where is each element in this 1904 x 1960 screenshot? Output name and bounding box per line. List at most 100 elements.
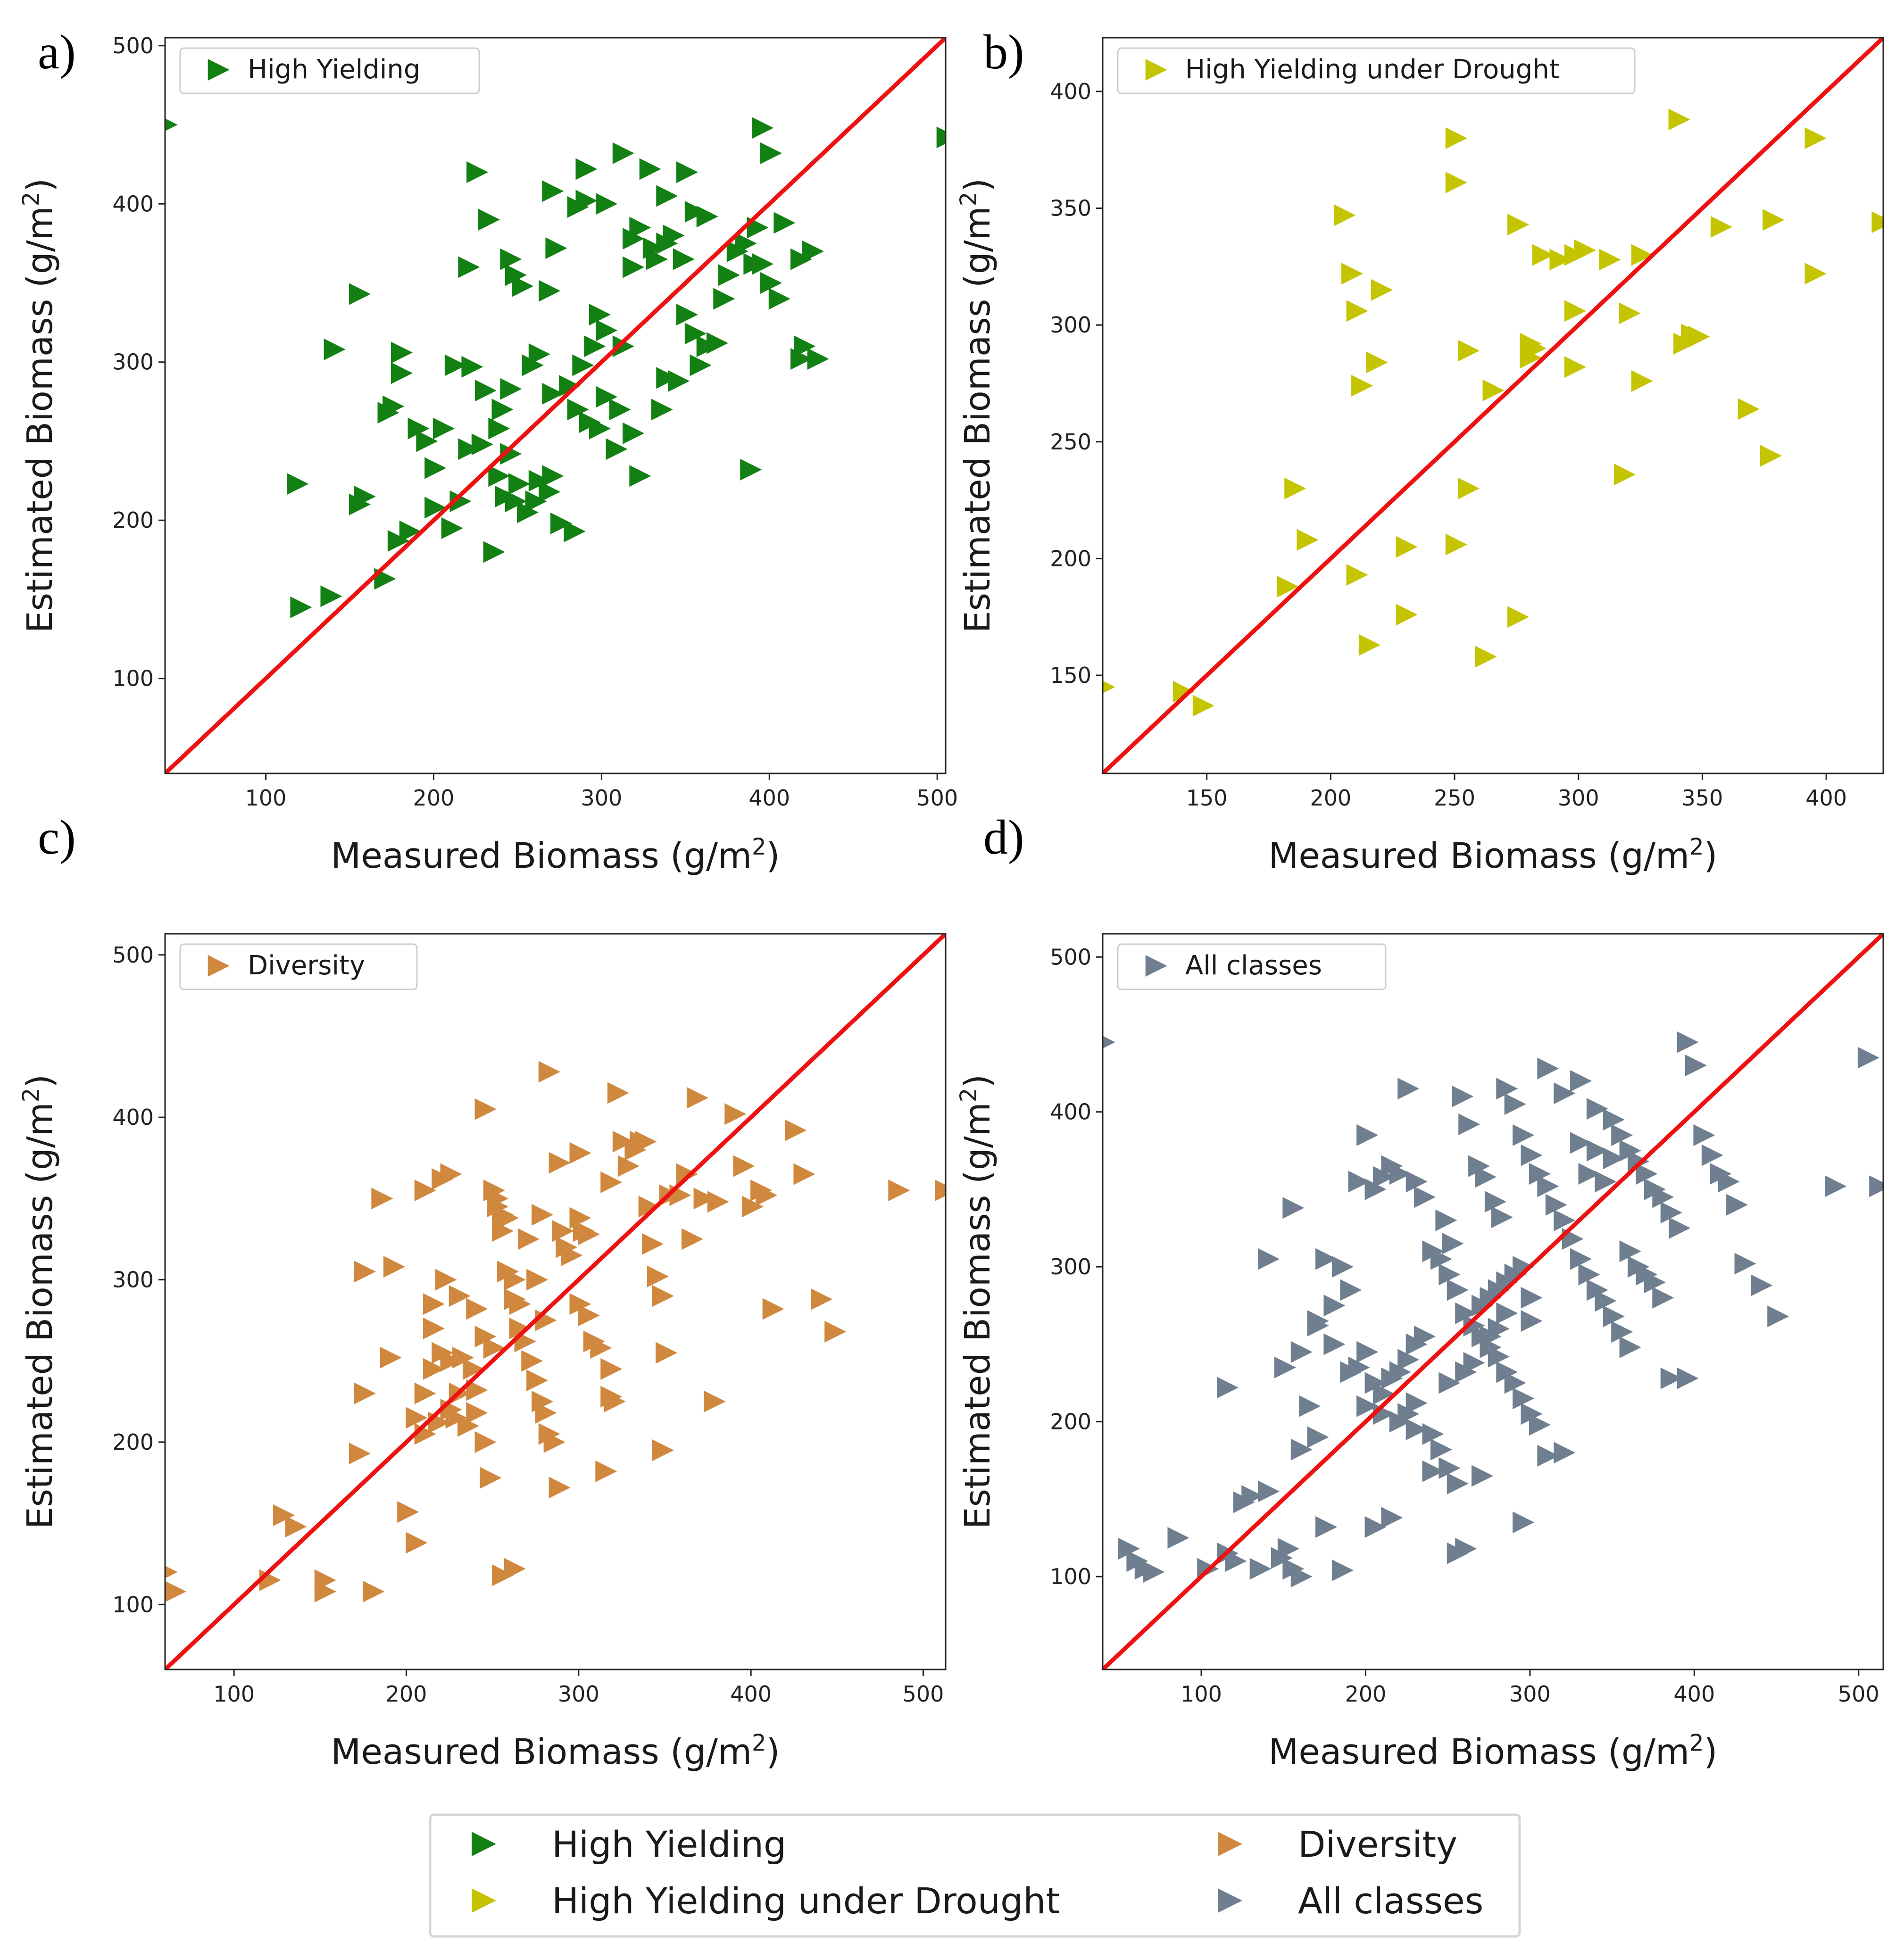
data-point xyxy=(935,1179,946,1202)
data-point xyxy=(1586,1279,1608,1301)
data-point xyxy=(1241,1485,1264,1507)
data-point xyxy=(1334,204,1356,226)
legend-marker-all-classes xyxy=(1218,1888,1242,1913)
x-tick-label: 250 xyxy=(1434,785,1475,811)
data-point xyxy=(512,275,534,297)
data-point xyxy=(1274,1356,1296,1379)
panels-layer: a) 100 200 300 400 500 100 200 300 400 500 Measured… xyxy=(18,25,1884,1772)
panel-letter-b: b) xyxy=(983,25,1024,79)
x-tick-label: 100 xyxy=(1181,1681,1222,1707)
data-point xyxy=(1258,1248,1280,1270)
data-point xyxy=(1496,1361,1518,1383)
plot-frame-c xyxy=(164,933,947,1670)
data-point xyxy=(391,341,413,364)
panel-legend-marker-b xyxy=(1145,59,1167,81)
x-axis-label-a: Measured Biomass (g/m2) xyxy=(331,834,780,876)
data-point xyxy=(1366,351,1388,374)
panel-letter-d: d) xyxy=(983,810,1024,864)
data-point xyxy=(1631,370,1653,392)
data-point xyxy=(1482,379,1505,401)
data-point xyxy=(1167,1527,1189,1549)
data-point xyxy=(1673,332,1696,355)
data-point xyxy=(285,1515,307,1537)
data-point xyxy=(807,348,829,370)
data-point xyxy=(1455,1537,1477,1560)
data-point xyxy=(414,1382,436,1404)
data-point xyxy=(1570,1132,1592,1154)
data-point xyxy=(1118,1537,1140,1560)
plot-frame-d xyxy=(1102,933,1884,1670)
data-point xyxy=(623,228,645,250)
x-tick-label: 100 xyxy=(213,1681,255,1707)
data-point xyxy=(1595,1171,1617,1193)
data-point xyxy=(440,1163,462,1185)
y-tick-label: 350 xyxy=(1050,196,1091,221)
data-point xyxy=(673,248,695,270)
data-point xyxy=(165,1566,178,1578)
data-point xyxy=(505,264,527,286)
panel-legend-label-c: Diversity xyxy=(248,950,365,981)
data-point xyxy=(1521,1287,1543,1309)
data-point xyxy=(1372,1166,1395,1188)
data-point xyxy=(371,1188,393,1210)
y-tick-label: 300 xyxy=(1050,1254,1091,1279)
panel-legend-a: High Yielding xyxy=(179,47,480,94)
data-point xyxy=(1529,1163,1551,1185)
data-point xyxy=(1578,1163,1600,1185)
y-axis-label-c-close: ) xyxy=(20,1074,60,1088)
data-point xyxy=(480,1467,502,1489)
data-point xyxy=(287,473,309,495)
y-tick-label: 100 xyxy=(112,1592,154,1617)
data-point xyxy=(696,206,718,228)
data-point xyxy=(1143,1561,1165,1583)
data-point xyxy=(526,1370,549,1392)
data-point xyxy=(1356,1341,1379,1363)
x-tick-label: 300 xyxy=(1558,785,1599,811)
legend-label-diversity: Diversity xyxy=(1298,1823,1457,1865)
data-point xyxy=(617,1155,640,1177)
data-point xyxy=(1192,695,1214,717)
data-point xyxy=(509,1293,531,1315)
points-c xyxy=(165,1061,946,1603)
data-point xyxy=(651,399,673,421)
data-point xyxy=(1760,445,1782,467)
y-tick-label: 200 xyxy=(112,507,154,533)
data-point xyxy=(1586,1139,1608,1162)
data-point xyxy=(550,512,573,534)
data-point xyxy=(1549,249,1571,271)
data-point xyxy=(768,288,790,310)
data-point xyxy=(1438,1372,1461,1394)
data-point xyxy=(383,1255,405,1278)
data-point xyxy=(414,1179,436,1202)
data-point xyxy=(676,304,698,326)
data-point xyxy=(1701,1144,1723,1166)
data-point xyxy=(452,1346,474,1369)
data-point xyxy=(1458,477,1480,499)
data-point xyxy=(1356,1395,1379,1417)
data-point xyxy=(449,490,472,512)
data-point xyxy=(466,1379,488,1401)
x-tick-label: 150 xyxy=(1186,785,1228,811)
data-point xyxy=(399,520,421,542)
x-tick-label: 500 xyxy=(1838,1681,1879,1707)
data-point xyxy=(363,1580,385,1603)
data-point xyxy=(790,248,813,270)
y-tick-label: 100 xyxy=(1050,1564,1091,1589)
data-point xyxy=(354,1382,376,1404)
data-point xyxy=(1323,1333,1346,1355)
data-point xyxy=(1718,1171,1740,1193)
data-point xyxy=(1693,1124,1715,1146)
data-point xyxy=(773,212,796,234)
data-point xyxy=(1351,374,1373,397)
data-point xyxy=(1372,1383,1395,1405)
data-point xyxy=(545,237,567,259)
data-point xyxy=(1488,1345,1510,1368)
x-axis-label-d: Measured Biomass (g/m2) xyxy=(1269,1730,1718,1772)
data-point xyxy=(492,1564,514,1586)
data-point xyxy=(1475,646,1497,668)
data-point xyxy=(525,490,547,512)
data-point xyxy=(290,596,312,618)
data-point xyxy=(521,1350,543,1372)
y-tick-label: 400 xyxy=(112,1105,154,1130)
data-point xyxy=(1578,1263,1600,1286)
